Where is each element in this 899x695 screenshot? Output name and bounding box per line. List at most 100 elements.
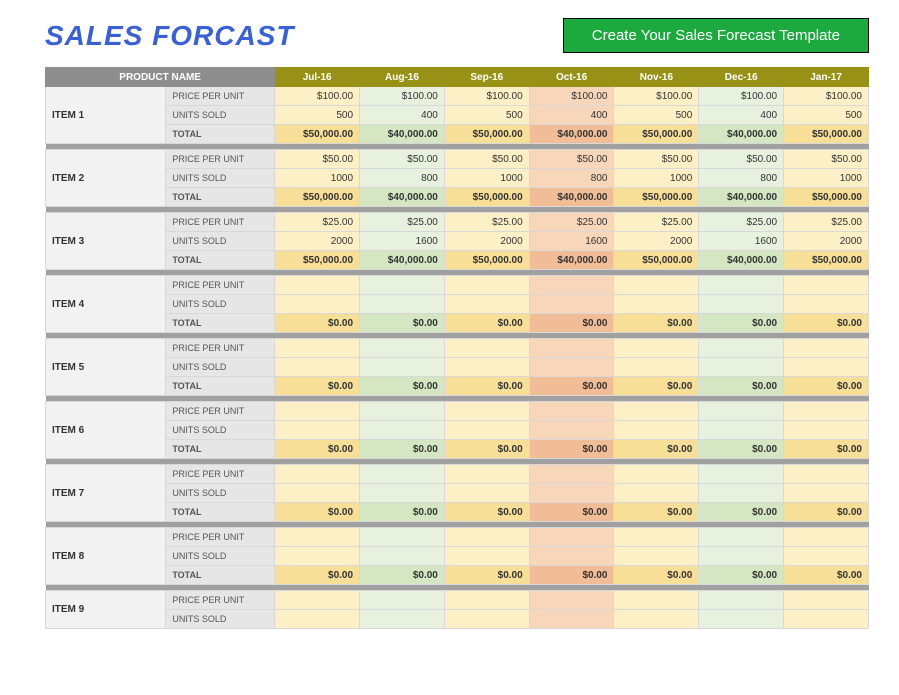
- data-cell[interactable]: $0.00: [444, 503, 529, 522]
- data-cell[interactable]: $40,000.00: [360, 251, 445, 270]
- data-cell[interactable]: $0.00: [529, 566, 614, 585]
- data-cell[interactable]: [699, 295, 784, 314]
- data-cell[interactable]: 400: [529, 106, 614, 125]
- data-cell[interactable]: $0.00: [614, 566, 699, 585]
- data-cell[interactable]: $50,000.00: [614, 188, 699, 207]
- data-cell[interactable]: [275, 421, 360, 440]
- data-cell[interactable]: 800: [529, 169, 614, 188]
- data-cell[interactable]: [614, 402, 699, 421]
- data-cell[interactable]: [614, 528, 699, 547]
- data-cell[interactable]: $0.00: [360, 566, 445, 585]
- data-cell[interactable]: [699, 610, 784, 629]
- data-cell[interactable]: 1000: [444, 169, 529, 188]
- data-cell[interactable]: [699, 276, 784, 295]
- data-cell[interactable]: [784, 276, 869, 295]
- data-cell[interactable]: [529, 276, 614, 295]
- data-cell[interactable]: $50.00: [614, 150, 699, 169]
- data-cell[interactable]: [275, 465, 360, 484]
- data-cell[interactable]: [275, 591, 360, 610]
- data-cell[interactable]: [360, 547, 445, 566]
- data-cell[interactable]: $25.00: [784, 213, 869, 232]
- data-cell[interactable]: [529, 610, 614, 629]
- data-cell[interactable]: $0.00: [699, 503, 784, 522]
- data-cell[interactable]: [360, 402, 445, 421]
- data-cell[interactable]: $50.00: [529, 150, 614, 169]
- data-cell[interactable]: [784, 591, 869, 610]
- data-cell[interactable]: [444, 591, 529, 610]
- data-cell[interactable]: 400: [699, 106, 784, 125]
- data-cell[interactable]: $50,000.00: [444, 188, 529, 207]
- data-cell[interactable]: $40,000.00: [529, 251, 614, 270]
- data-cell[interactable]: [529, 402, 614, 421]
- data-cell[interactable]: [699, 339, 784, 358]
- data-cell[interactable]: $40,000.00: [699, 188, 784, 207]
- data-cell[interactable]: $0.00: [699, 440, 784, 459]
- data-cell[interactable]: [614, 484, 699, 503]
- data-cell[interactable]: [444, 295, 529, 314]
- data-cell[interactable]: 500: [784, 106, 869, 125]
- data-cell[interactable]: $0.00: [699, 314, 784, 333]
- data-cell[interactable]: $50,000.00: [275, 125, 360, 144]
- data-cell[interactable]: 1000: [784, 169, 869, 188]
- data-cell[interactable]: [784, 421, 869, 440]
- data-cell[interactable]: [529, 358, 614, 377]
- data-cell[interactable]: $0.00: [444, 377, 529, 396]
- data-cell[interactable]: [699, 465, 784, 484]
- data-cell[interactable]: [360, 339, 445, 358]
- data-cell[interactable]: $0.00: [784, 503, 869, 522]
- data-cell[interactable]: $0.00: [614, 314, 699, 333]
- data-cell[interactable]: [614, 276, 699, 295]
- data-cell[interactable]: [529, 295, 614, 314]
- data-cell[interactable]: $50,000.00: [444, 125, 529, 144]
- data-cell[interactable]: $50.00: [444, 150, 529, 169]
- data-cell[interactable]: $0.00: [275, 377, 360, 396]
- data-cell[interactable]: $40,000.00: [699, 251, 784, 270]
- data-cell[interactable]: $0.00: [275, 314, 360, 333]
- data-cell[interactable]: $0.00: [275, 566, 360, 585]
- data-cell[interactable]: $25.00: [360, 213, 445, 232]
- data-cell[interactable]: [444, 610, 529, 629]
- data-cell[interactable]: $0.00: [784, 314, 869, 333]
- data-cell[interactable]: [699, 421, 784, 440]
- data-cell[interactable]: 400: [360, 106, 445, 125]
- data-cell[interactable]: 2000: [444, 232, 529, 251]
- data-cell[interactable]: $100.00: [275, 87, 360, 106]
- data-cell[interactable]: $0.00: [784, 377, 869, 396]
- data-cell[interactable]: [784, 402, 869, 421]
- data-cell[interactable]: [699, 484, 784, 503]
- data-cell[interactable]: [529, 465, 614, 484]
- data-cell[interactable]: $0.00: [614, 377, 699, 396]
- data-cell[interactable]: [360, 610, 445, 629]
- data-cell[interactable]: $0.00: [784, 440, 869, 459]
- data-cell[interactable]: $0.00: [360, 314, 445, 333]
- data-cell[interactable]: [275, 358, 360, 377]
- data-cell[interactable]: [444, 465, 529, 484]
- data-cell[interactable]: [784, 358, 869, 377]
- data-cell[interactable]: $40,000.00: [699, 125, 784, 144]
- data-cell[interactable]: [784, 339, 869, 358]
- data-cell[interactable]: 1600: [529, 232, 614, 251]
- data-cell[interactable]: $0.00: [275, 440, 360, 459]
- data-cell[interactable]: $50,000.00: [784, 251, 869, 270]
- data-cell[interactable]: [699, 402, 784, 421]
- data-cell[interactable]: [529, 484, 614, 503]
- data-cell[interactable]: $0.00: [699, 566, 784, 585]
- data-cell[interactable]: $0.00: [529, 503, 614, 522]
- data-cell[interactable]: 2000: [614, 232, 699, 251]
- data-cell[interactable]: $100.00: [614, 87, 699, 106]
- data-cell[interactable]: $25.00: [699, 213, 784, 232]
- data-cell[interactable]: $50,000.00: [784, 188, 869, 207]
- data-cell[interactable]: [699, 358, 784, 377]
- data-cell[interactable]: $25.00: [614, 213, 699, 232]
- data-cell[interactable]: [444, 339, 529, 358]
- data-cell[interactable]: [784, 547, 869, 566]
- data-cell[interactable]: [275, 547, 360, 566]
- data-cell[interactable]: [784, 528, 869, 547]
- data-cell[interactable]: [699, 591, 784, 610]
- data-cell[interactable]: [444, 276, 529, 295]
- data-cell[interactable]: $0.00: [360, 377, 445, 396]
- data-cell[interactable]: [614, 339, 699, 358]
- data-cell[interactable]: [360, 358, 445, 377]
- data-cell[interactable]: $40,000.00: [360, 188, 445, 207]
- data-cell[interactable]: [699, 528, 784, 547]
